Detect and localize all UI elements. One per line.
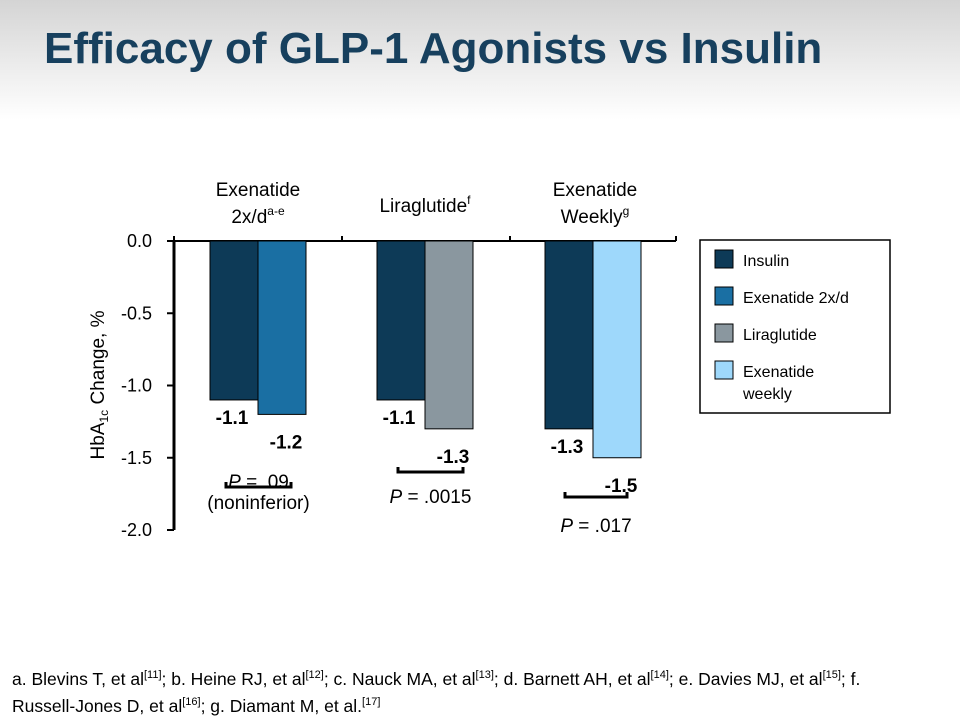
- references-footnote: a. Blevins T, et al[11]; b. Heine RJ, et…: [12, 664, 922, 718]
- bar-value-label: -1.3: [437, 447, 470, 468]
- legend-swatch: [714, 286, 734, 306]
- p-value-label: P = .09: [228, 472, 289, 493]
- footnote-text: ; f. Russell-Jones D, et al: [12, 668, 861, 716]
- title-band: [0, 0, 960, 120]
- footnote-text: a. Blevins T, et al: [12, 668, 144, 689]
- bar: [209, 240, 259, 401]
- significance-bracket: [396, 467, 465, 474]
- footnote-text: ; e. Davies MJ, et al: [668, 668, 823, 689]
- footnote-ref: [13]: [475, 669, 494, 681]
- significance-bracket: [563, 492, 629, 499]
- significance-bracket: [224, 482, 293, 489]
- legend-label: Liraglutide: [743, 327, 817, 344]
- y-tick-label: -1.5: [121, 448, 152, 468]
- footnote-ref: [14]: [650, 669, 669, 681]
- footnote-ref: [15]: [822, 669, 841, 681]
- legend-label: Exenatide 2x/d: [743, 290, 849, 307]
- bar-value-label: -1.1: [383, 408, 416, 429]
- bar: [592, 240, 642, 459]
- group-label: Weeklyg: [561, 204, 630, 228]
- y-tick-label: -1.0: [121, 376, 152, 396]
- y-tick-label: 0.0: [127, 231, 152, 251]
- p-value-label: P = .017: [560, 516, 631, 537]
- footnote-text: ; b. Heine RJ, et al: [161, 668, 306, 689]
- footnote-ref: [17]: [362, 695, 381, 708]
- bar-value-label: -1.3: [551, 437, 584, 458]
- legend-swatch: [714, 323, 734, 343]
- group-label: Exenatide: [553, 180, 638, 201]
- footnote-ref: [16]: [182, 695, 201, 708]
- footnote-text: ; c. Nauck MA, et al: [323, 668, 476, 689]
- y-tick-label: -2.0: [121, 520, 152, 540]
- group-label: Liraglutidef: [379, 193, 471, 217]
- y-axis-title: HbA1c Change, %: [88, 310, 111, 459]
- footnote-ref: [12]: [305, 669, 324, 681]
- legend-label: Insulin: [743, 253, 789, 270]
- bar-value-label: -1.2: [270, 432, 303, 453]
- p-value-note: (noninferior): [207, 493, 309, 514]
- legend-swatch: [714, 249, 734, 269]
- bar-value-label: -1.1: [216, 408, 249, 429]
- p-value-label: P = .0015: [390, 487, 472, 508]
- group-label: 2x/da-e: [231, 204, 285, 228]
- group-label: Exenatide: [216, 180, 301, 201]
- page-title: Efficacy of GLP-1 Agonists vs Insulin: [44, 24, 823, 73]
- legend-label: Exenatide: [743, 364, 814, 381]
- bar: [376, 240, 426, 401]
- chart: 0.0 -0.5 -1.0 -1.5 -2.0 HbA1c Change, % Exenat…: [88, 180, 891, 540]
- legend-swatch: [714, 360, 734, 380]
- footnote-ref: [11]: [143, 669, 162, 681]
- legend-label: weekly: [742, 386, 792, 403]
- bar: [544, 240, 594, 430]
- y-tick-label: -0.5: [121, 303, 152, 323]
- footnote-text: ; g. Diamant M, et al.: [200, 695, 363, 716]
- bar: [424, 240, 474, 430]
- bar: [257, 240, 307, 415]
- bar-value-label: -1.5: [605, 476, 638, 497]
- footnote-text: ; d. Barnett AH, et al: [493, 668, 651, 689]
